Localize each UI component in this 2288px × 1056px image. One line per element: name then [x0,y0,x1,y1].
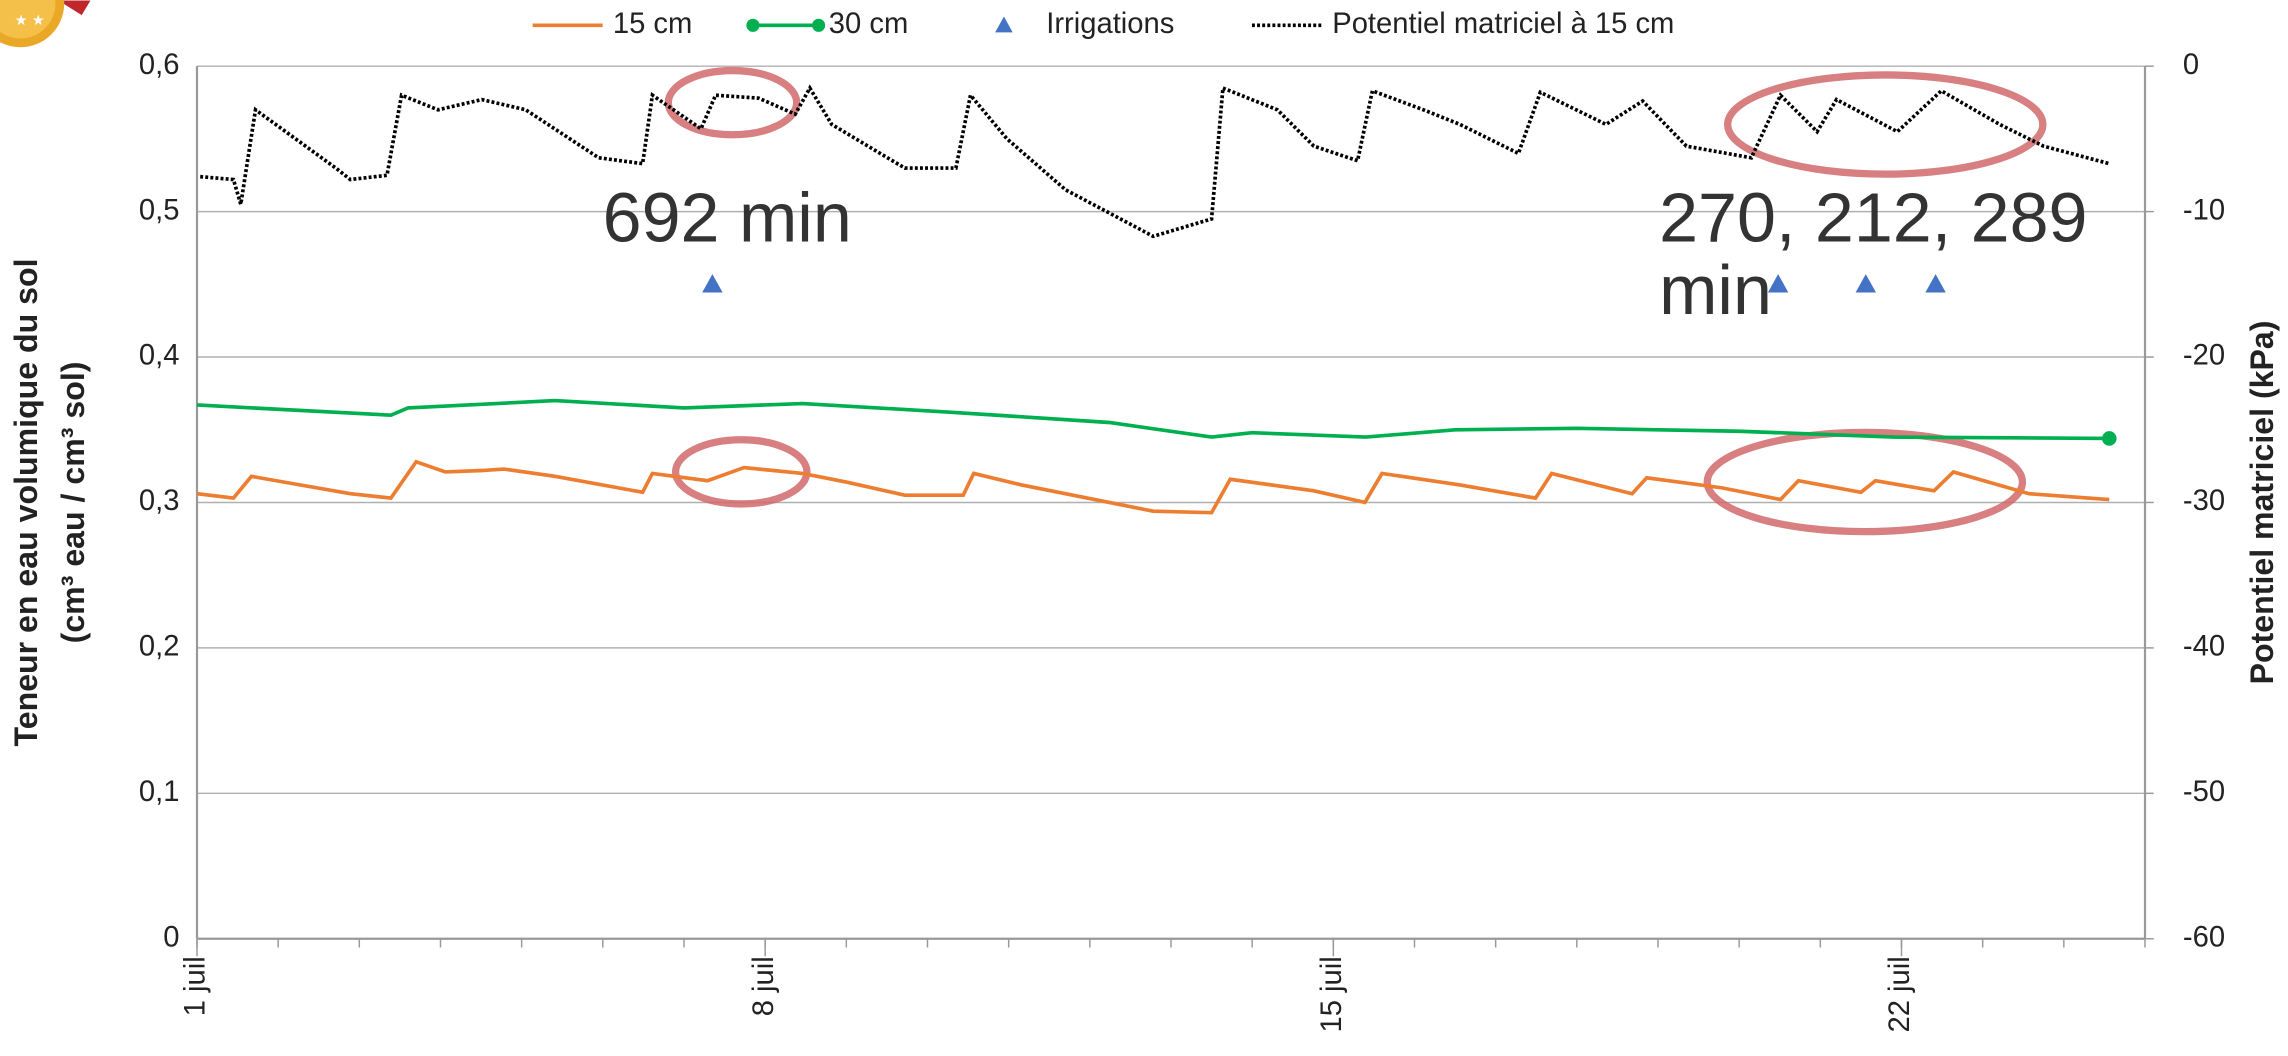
y2-axis-title: Potentiel matriciel (kPa) [2244,321,2280,685]
y-axis-title: Teneur en eau volumique du sol (cm³ eau /… [9,258,92,746]
x-tick-label: 15 juil [1316,956,1348,1032]
y-axis-title-line: Teneur en eau volumique du sol [9,258,45,746]
legend-label: Irrigations [1046,8,1174,40]
series-line [200,84,2110,239]
highlight-ellipse [671,436,811,508]
x-tick-label: 22 juil [1884,956,1916,1032]
annotation-box: 270, 212, 289 min [1659,182,2088,331]
y-tick-label: 0,5 [139,194,180,226]
y2-tick-label: 0 [2183,49,2199,81]
y-tick-label: 0,4 [139,340,180,372]
annotation: 270, 212, 289 min [1659,182,2088,331]
y2-tick-label: -20 [2183,340,2225,372]
y-tick-label: 0 [163,921,179,953]
legend-label: Potentiel matriciel à 15 cm [1332,8,1674,40]
legend-label: 15 cm [613,8,692,40]
irrigation-marker [702,274,723,293]
x-tick-label: 8 juil [748,956,780,1016]
y2-tick-label: -60 [2183,921,2225,953]
irrigation-marker [1855,274,1876,293]
y-tick-label: 0,6 [139,49,180,81]
highlight-ellipse [1703,428,2027,536]
irrigation-marker [1767,274,1789,293]
y-tick-label: 0,1 [139,776,180,808]
highlight-ellipse [664,66,801,139]
y2-tick-label: -30 [2183,485,2225,517]
x-tick-label: 1 juil [180,956,212,1016]
svg-text:★ ★: ★ ★ [15,13,45,29]
y2-tick-label: -40 [2183,631,2225,663]
series-line [196,459,2110,515]
legend-swatch [995,16,1013,33]
y2-tick-label: -50 [2183,776,2225,808]
legend-marker [812,18,826,32]
legend-marker [746,18,760,32]
series-marker [2101,431,2117,446]
annotation-box: 692 min [602,182,852,258]
highlight-ellipse [1724,71,2047,178]
badge: ★ ★ [0,0,91,48]
irrigation-marker [1925,274,1946,293]
series-line [196,398,2110,441]
annotation: 692 min [602,182,852,258]
legend-label: 30 cm [829,8,908,40]
y2-tick-label: -10 [2183,194,2225,226]
y-axis-title-line: (cm³ eau / cm³ sol) [55,362,91,644]
y-tick-label: 0,3 [139,485,180,517]
y-tick-label: 0,2 [139,631,180,663]
